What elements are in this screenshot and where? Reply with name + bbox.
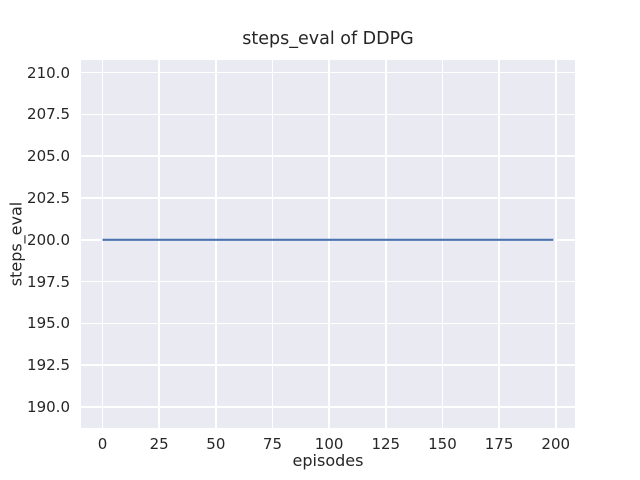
y-gridline — [81, 113, 575, 116]
y-tick-label: 202.5 — [27, 189, 70, 207]
y-gridline — [81, 197, 575, 199]
plot-background — [81, 60, 575, 428]
x-tick-label: 175 — [484, 435, 514, 453]
y-axis-label: steps_eval — [6, 201, 26, 287]
x-tick-label: 0 — [97, 435, 108, 453]
x-tick-label: 75 — [262, 435, 283, 453]
y-gridline — [81, 155, 575, 157]
chart-title: steps_eval of DDPG — [242, 29, 414, 49]
y-tick-label: 197.5 — [27, 272, 70, 291]
x-tick-label: 100 — [314, 435, 344, 453]
y-tick-label: 200.0 — [27, 230, 70, 249]
x-gridline — [328, 60, 330, 428]
x-gridline — [158, 60, 160, 428]
x-gridline — [384, 60, 387, 428]
y-gridline — [81, 364, 575, 367]
x-tick-label: 200 — [541, 435, 571, 453]
x-tick-label: 50 — [206, 435, 226, 453]
plot-area: 0 25 50 75 100 125 150 175 200 190.0 192.5 195.0 197… — [27, 60, 575, 453]
x-gridline — [271, 60, 274, 428]
x-tick-label: 150 — [428, 435, 457, 453]
x-gridline — [441, 60, 444, 428]
y-gridline — [81, 71, 575, 74]
x-tick-label: 125 — [371, 435, 401, 453]
y-gridline — [81, 406, 575, 408]
x-axis-label: episodes — [292, 451, 364, 470]
y-tick-label: 205.0 — [27, 147, 70, 166]
x-tick-label: 25 — [149, 435, 169, 453]
x-gridline — [101, 60, 104, 428]
y-gridline — [81, 280, 575, 283]
line-chart-svg — [102, 238, 554, 241]
y-tick-label: 192.5 — [27, 356, 70, 375]
y-tick-label: 195.0 — [27, 314, 70, 333]
y-tick-label: 207.5 — [27, 105, 70, 124]
y-tick-label: 210.0 — [27, 63, 70, 82]
x-gridline — [498, 60, 500, 428]
x-gridline — [554, 60, 557, 428]
y-gridline — [81, 322, 575, 325]
y-tick-label: 190.0 — [27, 398, 70, 417]
x-gridline — [215, 60, 217, 428]
